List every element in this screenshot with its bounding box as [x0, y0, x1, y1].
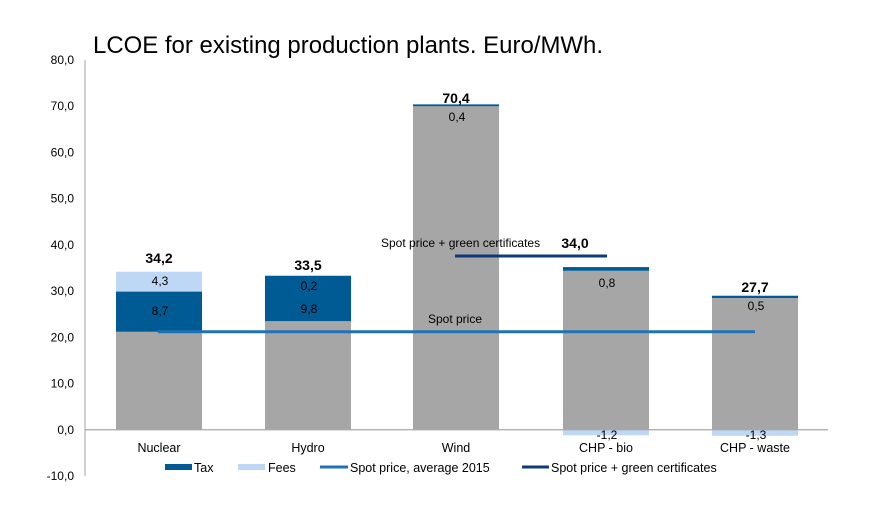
y-tick-label: 20,0: [51, 330, 75, 344]
bar-segment-tax-wind: [413, 104, 499, 107]
y-tick-label: 70,0: [51, 99, 75, 113]
total-label-wind: 70,4: [442, 90, 469, 106]
data-label-tax-nuclear: 8,7: [152, 304, 169, 318]
legend-swatch-fees: [238, 464, 265, 470]
bar-group-chp-waste: [712, 295, 798, 436]
bar-segment-tax-hydro: [265, 275, 351, 322]
bar-segment-fees-chp-waste: [712, 429, 798, 436]
x-tick-label: CHP - waste: [720, 441, 790, 455]
legend-item-tax: Tax: [165, 461, 214, 475]
legend-label-fees: Fees: [268, 461, 296, 475]
chart-title: LCOE for existing production plants. Eur…: [93, 32, 603, 59]
bar-segment-base-chp-bio: [563, 270, 649, 430]
legend-item-fees: Fees: [238, 461, 296, 475]
y-tick-label: 60,0: [51, 145, 75, 159]
legend-item-spot-price: Spot price, average 2015: [320, 461, 490, 475]
x-tick-label: CHP - bio: [579, 441, 633, 455]
legend-swatch-tax: [165, 464, 192, 470]
data-labels-layer: 8,7 9,8 0,4 0,8 0,5 4,3 0,2 -1,2 -1,3 34,2 33,5 70,…: [145, 90, 768, 442]
data-label-fees-nuclear: 4,3: [152, 274, 169, 288]
data-label-tax-hydro: 9,8: [301, 302, 318, 316]
legend-label-tax: Tax: [194, 461, 214, 475]
y-tick-label: 40,0: [51, 238, 75, 252]
y-tick-label: -10,0: [47, 469, 75, 483]
bars-layer: [85, 104, 828, 436]
legend-item-green-certificates: Spot price + green certificates: [522, 461, 717, 475]
bar-segment-tax-nuclear: [116, 291, 202, 332]
bar-segment-fees-chp-bio: [563, 429, 649, 436]
legend-label-green-certificates: Spot price + green certificates: [551, 461, 717, 475]
bar-segment-tax-chp-bio: [563, 267, 649, 271]
x-tick-label: Wind: [442, 441, 471, 455]
y-axis: 80,0 70,0 60,0 50,0 40,0 30,0 20,0 10,0 0,0 -10,0: [47, 53, 86, 483]
bar-segment-tax-chp-waste: [712, 295, 798, 299]
spot-price-annotation: Spot price: [428, 312, 482, 326]
total-label-nuclear: 34,2: [145, 250, 172, 266]
y-tick-label: 30,0: [51, 284, 75, 298]
bar-group-chp-bio: [563, 267, 649, 436]
data-label-tax-chp-bio: 0,8: [599, 276, 616, 290]
y-tick-label: 0,0: [57, 423, 74, 437]
bar-group-wind: [413, 104, 499, 430]
data-label-fees-hydro: 0,2: [301, 279, 318, 293]
total-label-chp-bio: 34,0: [561, 235, 588, 251]
data-label-fees-chp-waste: -1,3: [746, 428, 767, 442]
x-tick-label: Nuclear: [137, 441, 180, 455]
bar-segment-base-hydro: [265, 321, 351, 430]
total-label-chp-waste: 27,7: [741, 279, 768, 295]
total-label-hydro: 33,5: [294, 257, 321, 273]
y-tick-label: 50,0: [51, 192, 75, 206]
green-certificates-annotation: Spot price + green certificates: [381, 236, 540, 250]
data-label-tax-wind: 0,4: [449, 110, 466, 124]
bar-segment-base-nuclear: [116, 331, 202, 430]
y-tick-label: 80,0: [51, 53, 75, 67]
data-label-fees-chp-bio: -1,2: [597, 428, 618, 442]
reference-lines-layer: [158, 254, 755, 334]
x-axis: Nuclear Hydro Wind CHP - bio CHP - waste: [137, 441, 790, 455]
bar-segment-base-chp-waste: [712, 298, 798, 430]
legend: Tax Fees Spot price, average 2015 Spot p…: [165, 461, 717, 475]
y-tick-label: 10,0: [51, 377, 75, 391]
data-label-tax-chp-waste: 0,5: [748, 299, 765, 313]
bar-segment-base-wind: [413, 106, 499, 430]
bar-group-nuclear: [116, 271, 202, 430]
legend-label-spot-price: Spot price, average 2015: [350, 461, 490, 475]
bar-segment-fees-hydro: [265, 274, 351, 276]
bar-group-hydro: [265, 274, 351, 430]
x-tick-label: Hydro: [291, 441, 324, 455]
bar-segment-fees-nuclear: [116, 271, 202, 292]
